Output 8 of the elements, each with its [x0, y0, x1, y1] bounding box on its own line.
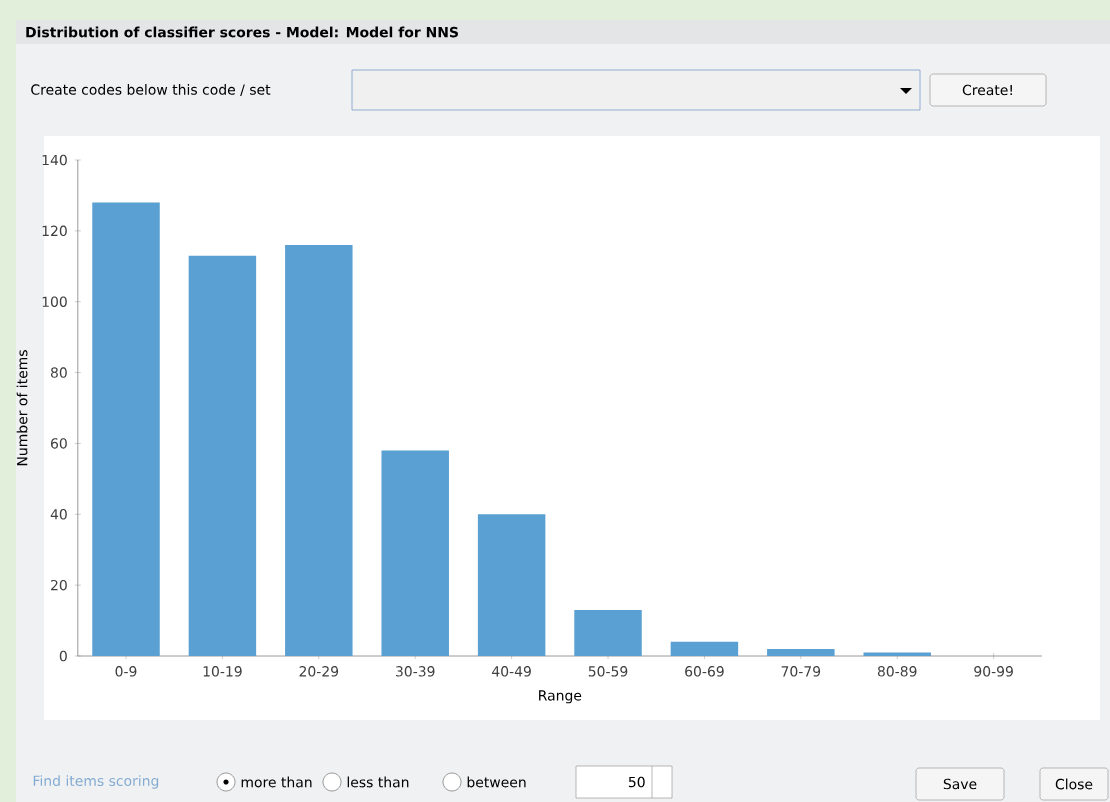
bar [285, 245, 353, 656]
bar [670, 641, 739, 656]
bar [188, 255, 257, 656]
bar [574, 609, 642, 656]
bar [477, 514, 546, 656]
bar [92, 202, 160, 656]
bar [767, 648, 835, 656]
bar [381, 450, 449, 656]
